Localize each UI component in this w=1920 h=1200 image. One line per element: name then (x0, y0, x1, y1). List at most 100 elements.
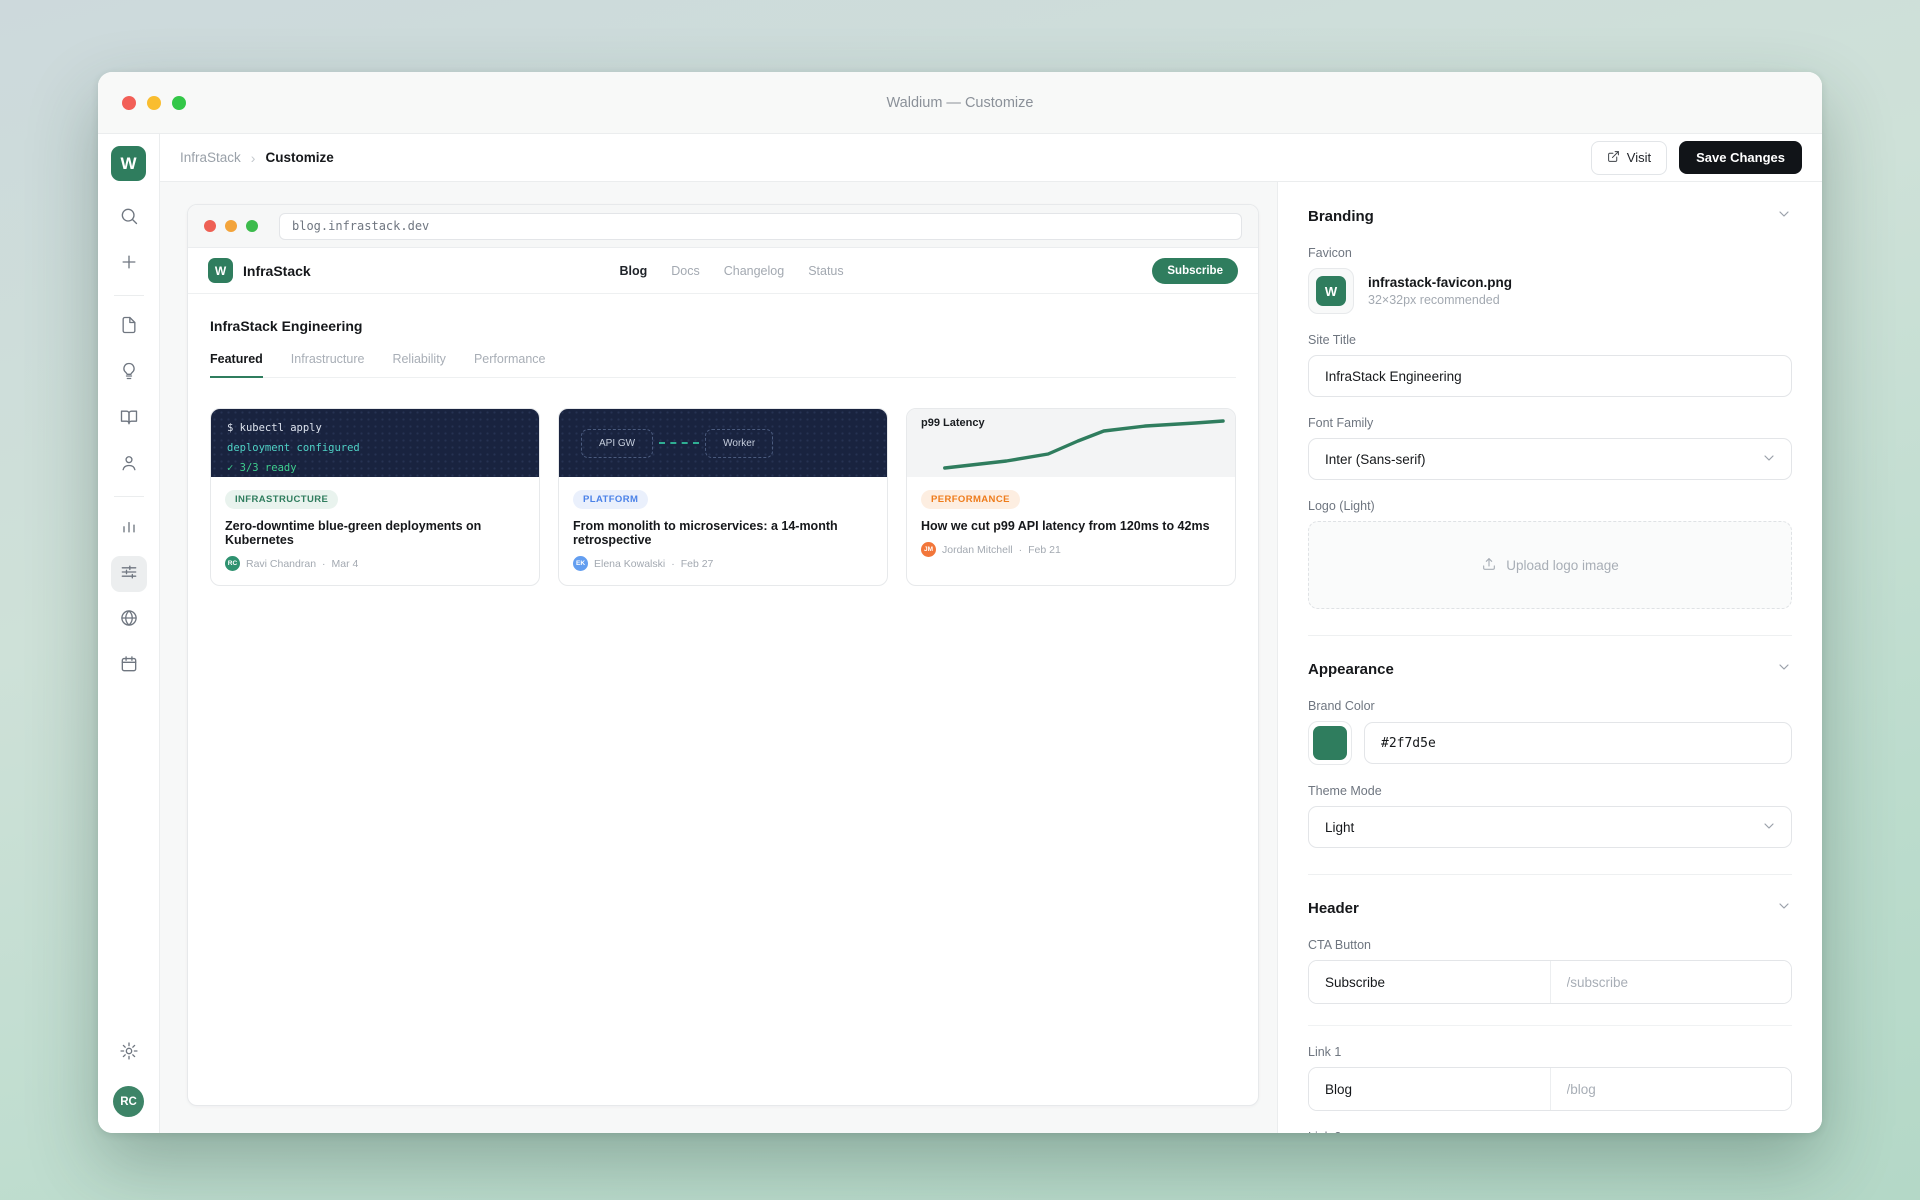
save-changes-button[interactable]: Save Changes (1679, 141, 1802, 174)
terminal-line: deployment configured (227, 441, 360, 454)
section-appearance[interactable]: Appearance (1308, 659, 1792, 680)
section-header[interactable]: Header (1308, 898, 1792, 919)
site-title-input[interactable] (1308, 355, 1792, 397)
cta-text-input[interactable] (1309, 961, 1550, 1003)
tab-performance[interactable]: Performance (473, 352, 546, 366)
search-icon (119, 206, 139, 231)
settings-panel: Branding Favicon W infrastack-favicon.pn… (1277, 182, 1822, 1133)
cta-button-label: CTA Button (1308, 938, 1371, 952)
brand-color-swatch[interactable] (1308, 721, 1352, 765)
sliders-icon (119, 562, 139, 587)
post-card[interactable]: API GW Worker PLATFORM From monolith to … (558, 408, 888, 586)
external-link-icon (1607, 150, 1620, 166)
logo-upload-dropzone[interactable]: Upload logo image (1308, 521, 1792, 609)
sidebar-item-schedule[interactable] (111, 648, 147, 684)
preview-zoom-icon (246, 220, 258, 232)
blog-nav-changelog[interactable]: Changelog (723, 263, 785, 278)
sidebar-item-settings[interactable] (111, 1035, 147, 1071)
favicon-filename: infrastack-favicon.png (1368, 275, 1513, 290)
url-bar[interactable] (279, 212, 1242, 240)
post-meta: JM Jordan Mitchell · Feb 21 (921, 542, 1221, 557)
visit-button[interactable]: Visit (1590, 140, 1668, 175)
bar-chart-icon (119, 516, 139, 541)
category-badge: PLATFORM (573, 490, 649, 509)
sidebar-item-ideas[interactable] (111, 355, 147, 391)
author-avatar: RC (225, 556, 240, 571)
post-meta: RC Ravi Chandran · Mar 4 (225, 556, 525, 571)
section-title: Appearance (1308, 661, 1394, 678)
plus-icon (119, 252, 139, 277)
post-date: Mar 4 (331, 557, 359, 570)
blog-subscribe-button[interactable]: Subscribe (1152, 257, 1238, 284)
link1-fields (1308, 1067, 1792, 1111)
chevron-down-icon[interactable] (1776, 206, 1792, 227)
post-thumbnail-architecture: API GW Worker (559, 409, 887, 477)
post-date: Feb 21 (1028, 543, 1061, 556)
post-title[interactable]: From monolith to microservices: a 14-mon… (573, 519, 838, 547)
page-header: InfraStack › Customize Visit Save Change… (160, 134, 1822, 182)
font-family-select[interactable]: Inter (Sans-serif) (1308, 438, 1792, 480)
blog-nav: Blog Docs Changelog Status (619, 264, 843, 278)
post-title[interactable]: How we cut p99 API latency from 120ms to… (921, 519, 1210, 533)
globe-icon (119, 608, 139, 633)
app-window: Waldium — Customize W (98, 72, 1822, 1133)
favicon-label: Favicon (1308, 246, 1352, 260)
app-logo[interactable]: W (111, 146, 146, 181)
blog-nav-status[interactable]: Status (808, 263, 844, 278)
sidebar-item-library[interactable] (111, 401, 147, 437)
window-titlebar: Waldium — Customize (98, 72, 1822, 134)
brand-color-label: Brand Color (1308, 699, 1375, 713)
tab-infrastructure[interactable]: Infrastructure (290, 352, 365, 366)
sidebar-divider (113, 295, 144, 296)
sidebar-item-members[interactable] (111, 447, 147, 483)
link1-text-input[interactable] (1309, 1068, 1550, 1110)
font-family-label: Font Family (1308, 416, 1374, 430)
post-card[interactable]: $ kubectl apply deployment configured ✓ … (210, 408, 540, 586)
author-name: Ravi Chandran (246, 557, 317, 570)
close-window-button[interactable] (122, 95, 136, 110)
document-icon (119, 315, 139, 340)
link1-label: Link 1 (1308, 1045, 1342, 1059)
sidebar-item-analytics[interactable] (111, 510, 147, 546)
tab-reliability[interactable]: Reliability (392, 352, 446, 366)
sidebar-item-posts[interactable] (111, 309, 147, 345)
sidebar-divider (113, 496, 144, 497)
preview-minimize-icon (225, 220, 237, 232)
post-title[interactable]: Zero-downtime blue-green deployments on … (225, 519, 482, 547)
blog-logo: W (208, 258, 233, 283)
sidebar-item-search[interactable] (111, 200, 147, 236)
user-avatar[interactable]: RC (113, 1086, 144, 1117)
post-card[interactable]: p99 Latency PERFORMANCE How we cut p99 A… (906, 408, 1236, 586)
breadcrumb-separator-icon: › (250, 149, 256, 166)
breadcrumb-parent[interactable]: InfraStack (180, 150, 241, 165)
author-name: Jordan Mitchell (942, 543, 1013, 556)
chevron-down-icon[interactable] (1776, 659, 1792, 680)
cta-url-input[interactable] (1549, 961, 1791, 1003)
category-badge: PERFORMANCE (921, 490, 1020, 509)
sidebar-item-domains[interactable] (111, 602, 147, 638)
post-thumbnail-chart: p99 Latency (907, 409, 1235, 477)
link1-url-input[interactable] (1549, 1068, 1791, 1110)
tab-featured[interactable]: Featured (210, 352, 263, 378)
blog-tabs: Featured Infrastructure Reliability Perf… (210, 352, 1236, 378)
chevron-down-icon[interactable] (1776, 898, 1792, 919)
brand-color-input[interactable] (1364, 722, 1792, 764)
minimize-window-button[interactable] (147, 95, 161, 110)
chevron-down-icon (1761, 818, 1777, 837)
blog-nav-docs[interactable]: Docs (671, 263, 700, 278)
zoom-window-button[interactable] (172, 95, 186, 110)
category-badge: INFRASTRUCTURE (225, 490, 339, 509)
blog-nav-blog[interactable]: Blog (619, 263, 648, 278)
arch-node: Worker (705, 428, 774, 458)
sidebar-item-customize[interactable] (110, 556, 147, 592)
favicon-hint: 32×32px recommended (1368, 293, 1500, 307)
upload-text: Upload logo image (1506, 557, 1619, 573)
blog-site-name: InfraStack (243, 262, 311, 279)
chevron-down-icon (1761, 450, 1777, 469)
theme-mode-select[interactable]: Light (1308, 806, 1792, 848)
favicon-preview[interactable]: W (1308, 268, 1354, 314)
window-title: Waldium — Customize (886, 94, 1034, 111)
sidebar-item-new[interactable] (111, 246, 147, 282)
section-branding[interactable]: Branding (1308, 206, 1792, 227)
meta-separator: · (1018, 543, 1023, 556)
